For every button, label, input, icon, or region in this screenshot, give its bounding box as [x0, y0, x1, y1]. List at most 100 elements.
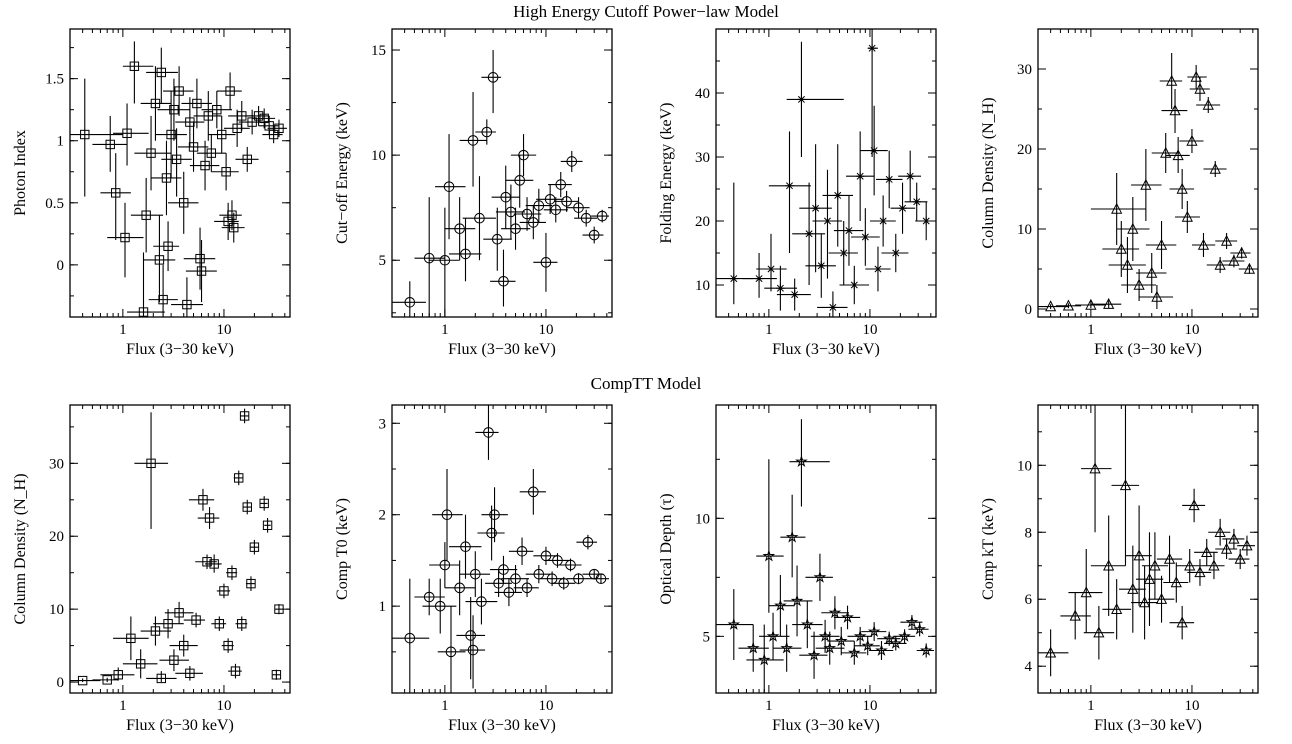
y-tick-label: 1.5: [45, 72, 64, 88]
point-marker: [582, 536, 594, 548]
point-marker: [861, 639, 875, 652]
point-marker: [795, 455, 808, 468]
data-point: [789, 419, 830, 507]
point-marker: [209, 559, 219, 569]
point-marker: [1228, 254, 1240, 266]
point-marker: [855, 172, 865, 181]
point-marker: [510, 223, 521, 235]
point-marker: [229, 222, 239, 233]
data-point: [591, 209, 609, 223]
point-marker: [259, 498, 269, 509]
data-point: [525, 188, 553, 223]
point-marker: [510, 573, 521, 585]
data-point: [1222, 528, 1245, 549]
data-point: [1090, 173, 1146, 245]
point-marker: [588, 229, 600, 241]
data-points: [70, 408, 284, 686]
data-point: [435, 134, 466, 240]
point-marker: [166, 129, 176, 140]
data-point: [1145, 221, 1177, 269]
point-marker: [533, 200, 545, 211]
point-marker: [596, 210, 608, 222]
panel-6: 1 10 1 2 3 Flux (3−30 keV) Comp T0 (keV): [334, 404, 613, 734]
point-marker: [913, 622, 926, 635]
point-marker: [206, 148, 217, 158]
data-point: [860, 105, 888, 196]
point-marker: [762, 549, 776, 562]
data-points: [70, 41, 287, 317]
data-point: [1081, 405, 1112, 533]
data-point: [756, 233, 787, 292]
point-marker: [1151, 290, 1163, 302]
point-marker: [1220, 234, 1233, 246]
point-marker: [80, 129, 90, 140]
point-marker: [163, 241, 173, 251]
data-point: [1121, 269, 1156, 301]
point-marker: [746, 641, 760, 654]
data-point: [867, 29, 878, 157]
x-tick-label: 10: [1184, 322, 1199, 338]
data-point: [155, 91, 187, 178]
point-marker: [465, 630, 476, 641]
data-point: [1215, 233, 1238, 249]
point-marker: [922, 216, 931, 226]
point-marker: [439, 559, 451, 571]
point-marker: [834, 634, 848, 647]
data-point: [475, 405, 499, 460]
point-marker: [445, 646, 457, 658]
point-marker: [1176, 182, 1188, 194]
point-marker: [891, 248, 900, 258]
data-point: [1102, 579, 1132, 640]
data-point: [519, 205, 546, 240]
data-point: [127, 252, 165, 317]
point-marker: [1093, 626, 1105, 638]
data-point: [140, 616, 172, 646]
data-point: [1108, 237, 1146, 293]
y-axis-label: Column Density (N_H): [12, 473, 29, 624]
point-marker: [867, 624, 881, 638]
point-marker: [1176, 616, 1188, 628]
point-marker: [1127, 222, 1139, 234]
data-point: [716, 589, 754, 660]
point-marker: [850, 280, 859, 290]
data-point: [267, 119, 287, 137]
x-tick-label: 1: [765, 322, 773, 338]
panel-5: 1 10 0 10 20 30 Flux (3−30 keV) Column Density …: [12, 404, 291, 734]
point-marker: [102, 675, 112, 685]
data-point: [1169, 169, 1195, 209]
data-point: [881, 233, 909, 273]
point-marker: [223, 640, 233, 651]
point-marker: [202, 557, 212, 567]
panel-4: 1 10 0 10 20 30 Flux (3−30 keV) Column Density …: [980, 28, 1259, 358]
point-marker: [807, 648, 821, 661]
point-marker: [1111, 602, 1123, 614]
x-axis-label: Flux (3−30 keV): [1094, 717, 1202, 734]
data-point: [1141, 532, 1169, 600]
data-point: [742, 253, 777, 298]
data-point: [183, 227, 216, 290]
data-point: [113, 103, 149, 166]
data-point: [548, 171, 572, 198]
point-marker: [817, 261, 826, 270]
data-point: [444, 197, 476, 261]
x-tick-label: 1: [441, 698, 449, 714]
y-tick-label: 10: [1017, 458, 1032, 474]
data-point: [1196, 97, 1221, 113]
point-marker: [785, 181, 794, 190]
point-marker: [823, 641, 837, 654]
data-point: [904, 182, 928, 221]
point-marker: [171, 154, 182, 165]
data-point: [195, 554, 217, 570]
plot-frame: [69, 404, 291, 694]
data-point: [481, 487, 508, 543]
data-point: [1038, 629, 1069, 677]
data-point: [915, 201, 935, 241]
point-marker: [811, 204, 820, 213]
data-point: [175, 666, 203, 681]
point-marker: [1155, 238, 1168, 250]
data-point: [214, 202, 239, 241]
x-axis-label: Flux (3−30 keV): [126, 717, 234, 734]
point-marker: [550, 204, 562, 216]
point-marker: [552, 555, 563, 566]
point-marker: [156, 67, 167, 78]
